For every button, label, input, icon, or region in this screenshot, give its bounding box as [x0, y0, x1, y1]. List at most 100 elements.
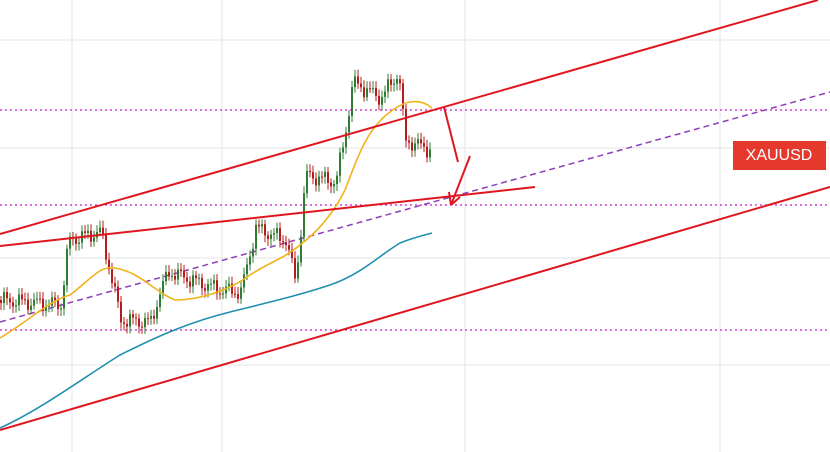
candle-body: [51, 297, 53, 306]
candle-body: [321, 176, 323, 178]
candle-body: [27, 299, 29, 310]
symbol-tag: XAUUSD: [733, 141, 826, 170]
candle-body: [381, 96, 383, 105]
candle-body: [324, 171, 326, 177]
candle-body: [192, 275, 194, 287]
candle-body: [195, 275, 197, 279]
candle-body: [84, 231, 86, 233]
candle-body: [294, 257, 296, 279]
candle-body: [24, 299, 26, 301]
candle-body: [189, 281, 191, 287]
candle-body: [177, 269, 179, 280]
candle-body: [162, 281, 164, 295]
candle-body: [339, 152, 341, 176]
arrow-up: [448, 155, 471, 206]
candle-body: [297, 262, 299, 279]
candle-body: [279, 228, 281, 242]
candle-body: [57, 300, 59, 310]
candle-body: [411, 142, 413, 151]
candle-body: [405, 108, 407, 141]
candle-body: [408, 140, 410, 143]
trend-midline: [0, 91, 830, 323]
candle-body: [354, 76, 356, 88]
candle-body: [312, 172, 314, 179]
candle-body: [129, 314, 131, 327]
candle-body: [21, 294, 23, 300]
candle-body: [222, 293, 224, 295]
moving-average-fast: [0, 100, 433, 339]
candle-body: [132, 314, 134, 318]
candle-body: [300, 236, 302, 263]
candle-body: [6, 291, 8, 299]
candle-body: [369, 88, 371, 90]
candle-body: [282, 241, 284, 243]
candle-body: [306, 170, 308, 194]
candle-body: [171, 276, 173, 278]
candle-body: [276, 228, 278, 234]
candle-body: [30, 305, 32, 310]
candle-body: [303, 193, 305, 237]
candle-body: [396, 79, 398, 84]
candle-body: [66, 248, 68, 286]
channel-lower: [0, 186, 830, 431]
candle-body: [267, 235, 269, 239]
symbol-tag-bg: [733, 141, 826, 170]
candle-body: [141, 326, 143, 328]
candle-body: [417, 139, 419, 144]
candle-body: [198, 277, 200, 279]
candle-body: [372, 87, 374, 89]
candle-body: [291, 249, 293, 258]
candle-body: [18, 294, 20, 306]
candle-body: [0, 300, 2, 303]
candle-body: [243, 274, 245, 288]
symbol-label: XAUUSD: [746, 147, 813, 164]
candles: [0, 69, 431, 335]
candle-body: [117, 286, 119, 302]
candle-body: [135, 317, 137, 319]
candle-body: [333, 184, 335, 187]
candle-body: [237, 293, 239, 299]
candle-body: [336, 175, 338, 185]
candle-body: [258, 224, 260, 227]
candle-body: [120, 301, 122, 323]
candle-body: [351, 87, 353, 117]
candle-body: [150, 315, 152, 319]
candle-body: [228, 283, 230, 287]
candle-body: [102, 227, 104, 235]
candle-body: [246, 264, 248, 275]
candle-body: [78, 242, 80, 244]
candle-body: [87, 230, 89, 233]
candle-body: [159, 294, 161, 307]
candle-body: [165, 272, 167, 282]
candle-body: [153, 315, 155, 319]
candle-body: [240, 287, 242, 299]
candle-body: [399, 79, 401, 84]
candle-body: [225, 286, 227, 294]
candle-body: [273, 233, 275, 235]
candle-body: [147, 318, 149, 320]
candle-body: [174, 276, 176, 280]
candle-body: [420, 139, 422, 144]
candle-body: [252, 248, 254, 257]
candle-body: [219, 293, 221, 295]
candle-body: [138, 318, 140, 327]
candle-body: [9, 298, 11, 303]
candle-body: [429, 149, 431, 158]
candle-body: [180, 269, 182, 272]
candle-body: [144, 318, 146, 328]
candle-body: [213, 280, 215, 284]
candle-body: [183, 271, 185, 278]
candle-body: [48, 305, 50, 307]
candle-body: [201, 277, 203, 289]
candle-body: [360, 83, 362, 88]
candle-body: [126, 323, 128, 327]
candle-body: [111, 269, 113, 284]
candle-body: [99, 227, 101, 233]
candle-body: [75, 238, 77, 244]
candle-body: [366, 88, 368, 98]
candle-body: [414, 143, 416, 151]
candle-body: [363, 87, 365, 98]
candle-body: [93, 237, 95, 242]
